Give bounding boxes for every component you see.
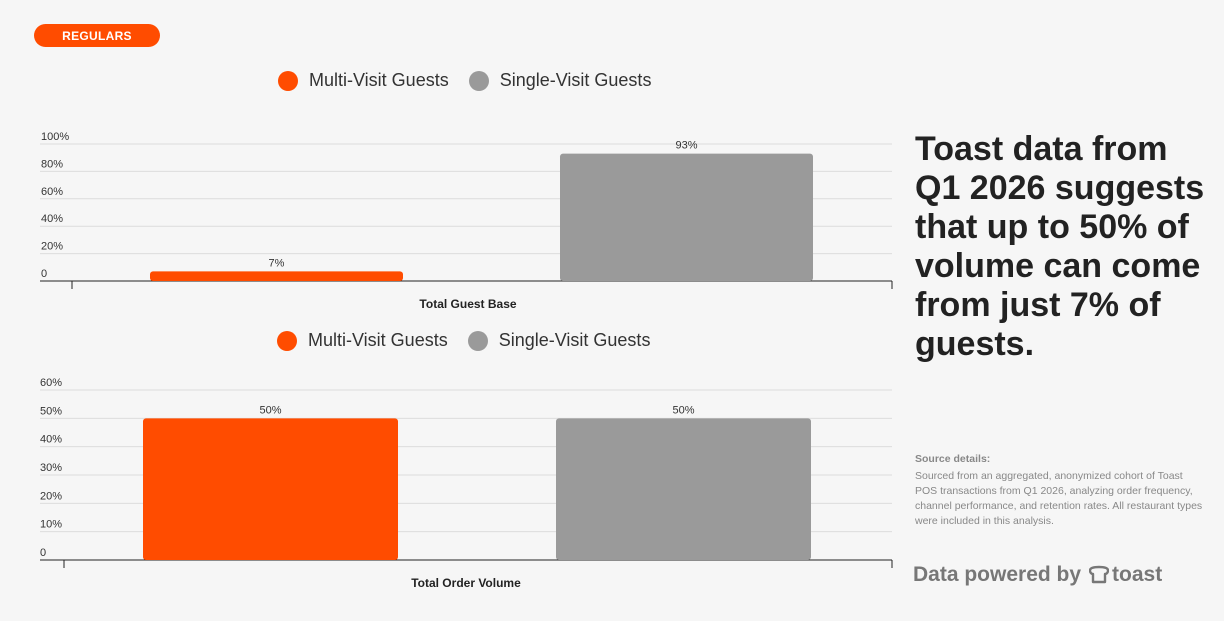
legend-label-single-visit: Single-Visit Guests bbox=[499, 70, 652, 90]
bar-multi-visit bbox=[150, 271, 403, 281]
y-tick-label: 40% bbox=[40, 434, 62, 446]
regulars-badge: REGULARS bbox=[34, 24, 160, 47]
y-tick-label: 20% bbox=[41, 241, 63, 253]
brand-prefix: Data powered by bbox=[913, 563, 1082, 586]
legend-label-multi-visit: Multi-Visit Guests bbox=[308, 330, 448, 350]
bar-value-label: 93% bbox=[675, 140, 697, 152]
bar-value-label: 7% bbox=[269, 257, 285, 269]
source-details: Source details: Sourced from an aggregat… bbox=[915, 452, 1205, 529]
legend-swatch-orange bbox=[278, 70, 298, 91]
y-tick-label: 60% bbox=[40, 377, 62, 389]
x-axis-title: Total Order Volume bbox=[411, 576, 521, 590]
y-tick-label: 20% bbox=[40, 490, 62, 502]
y-tick-label: 60% bbox=[41, 186, 63, 198]
source-title: Source details: bbox=[915, 453, 991, 465]
toast-logo-icon bbox=[1089, 565, 1110, 584]
y-tick-label: 80% bbox=[41, 158, 63, 170]
order-volume-chart: 0 10% 20% 30% 40% 50% 60% 50% 50% Total Order Vol… bbox=[40, 377, 893, 590]
y-tick-label: 10% bbox=[40, 519, 62, 531]
bar-multi-visit bbox=[143, 418, 398, 560]
legend-chart-1: Multi-Visit Guests Single-Visit Guests bbox=[278, 70, 671, 91]
y-tick-label: 0 bbox=[41, 268, 47, 280]
legend-item-multi-visit: Multi-Visit Guests bbox=[277, 330, 448, 351]
legend-item-multi-visit: Multi-Visit Guests bbox=[278, 70, 449, 91]
y-tick-label: 100% bbox=[41, 131, 69, 143]
x-axis-title: Total Guest Base bbox=[419, 297, 516, 311]
bar-single-visit bbox=[556, 418, 811, 560]
legend-item-single-visit: Single-Visit Guests bbox=[467, 330, 651, 351]
data-powered-by-toast: Data powered by toast bbox=[913, 563, 1162, 587]
brand-name: toast bbox=[1112, 563, 1163, 586]
legend-label-single-visit: Single-Visit Guests bbox=[498, 330, 651, 350]
guest-base-chart: 0 20% 40% 60% 80% 100% 7% 93% Total Guest Base bbox=[40, 131, 893, 311]
y-tick-label: 40% bbox=[41, 213, 63, 225]
legend-swatch-orange bbox=[277, 330, 297, 351]
legend-swatch-gray bbox=[467, 330, 488, 351]
legend-label-multi-visit: Multi-Visit Guests bbox=[309, 70, 449, 90]
legend-chart-2: Multi-Visit Guests Single-Visit Guests bbox=[277, 330, 670, 351]
bar-value-label: 50% bbox=[672, 404, 694, 416]
legend-item-single-visit: Single-Visit Guests bbox=[468, 70, 652, 91]
y-tick-label: 30% bbox=[40, 462, 62, 474]
bar-value-label: 50% bbox=[259, 404, 281, 416]
headline: Toast data from Q1 2026 suggests that up… bbox=[915, 130, 1205, 363]
y-tick-label: 0 bbox=[40, 547, 46, 559]
bar-single-visit bbox=[560, 153, 813, 281]
y-tick-label: 50% bbox=[40, 405, 62, 417]
legend-swatch-gray bbox=[468, 70, 489, 91]
source-text: Sourced from an aggregated, anonymized c… bbox=[915, 470, 1203, 527]
